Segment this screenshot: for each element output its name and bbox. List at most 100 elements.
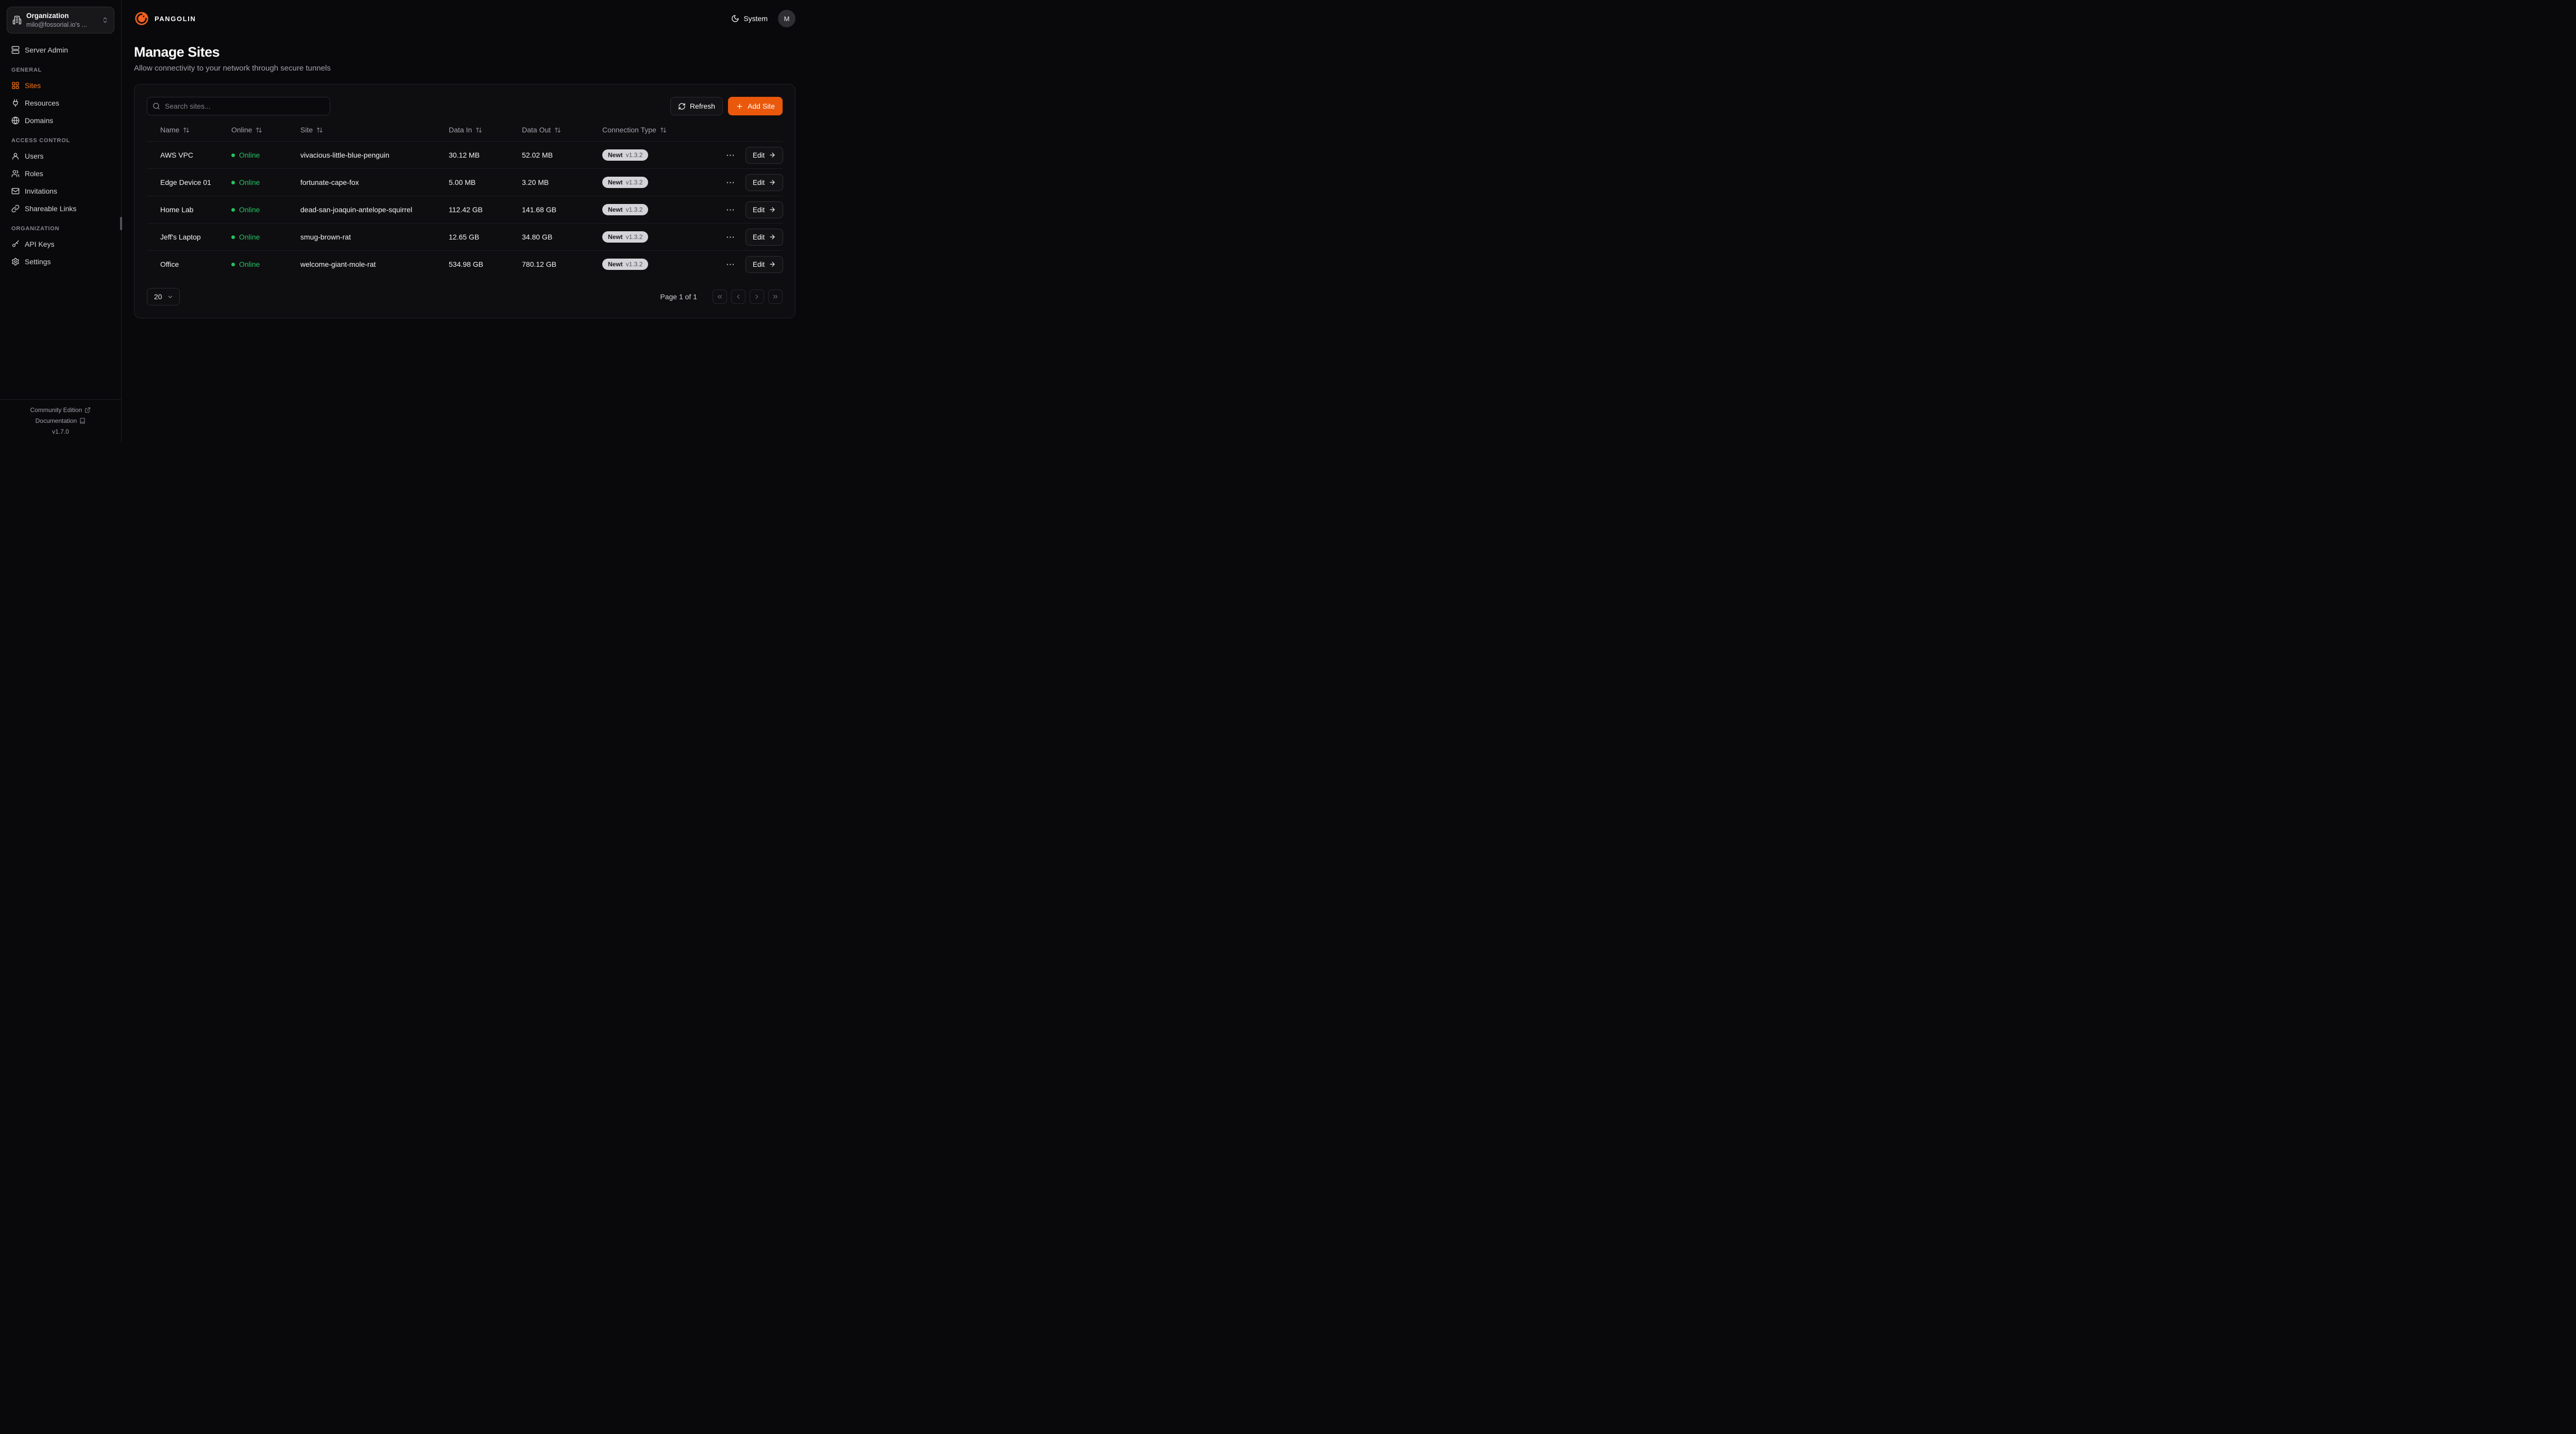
data-out-cell: 3.20 MB <box>522 178 549 186</box>
edit-button[interactable]: Edit <box>745 174 784 191</box>
site-id-cell: fortunate-cape-fox <box>300 178 359 186</box>
data-out-cell: 780.12 GB <box>522 260 556 268</box>
column-header-data-out[interactable]: Data Out <box>522 126 602 134</box>
edit-button[interactable]: Edit <box>745 201 784 218</box>
more-actions-button[interactable]: ⋯ <box>725 149 736 162</box>
sidebar-item-server-admin[interactable]: Server Admin <box>7 42 114 58</box>
sidebar-nav: Server Admin GENERAL Sites Resources Dom… <box>0 42 121 271</box>
more-actions-button[interactable]: ⋯ <box>725 258 736 271</box>
sidebar-item-invitations[interactable]: Invitations <box>7 183 114 199</box>
column-header-site[interactable]: Site <box>300 126 449 134</box>
connection-badge: Newt v1.3.2 <box>602 231 649 243</box>
topbar-right: System M <box>731 10 795 27</box>
site-id-cell: dead-san-joaquin-antelope-squirrel <box>300 206 413 214</box>
plus-icon <box>737 104 742 109</box>
community-edition-label: Community Edition <box>30 406 82 414</box>
column-header-connection-type[interactable]: Connection Type <box>602 126 725 134</box>
search-input[interactable] <box>147 97 330 115</box>
chevron-left-icon <box>737 294 740 299</box>
sidebar-resize-handle[interactable] <box>120 217 122 230</box>
more-actions-button[interactable]: ⋯ <box>725 231 736 244</box>
column-header-name[interactable]: Name <box>160 126 231 134</box>
sort-icon <box>317 127 323 132</box>
edit-button[interactable]: Edit <box>745 255 784 273</box>
documentation-link[interactable]: Documentation <box>36 417 86 424</box>
online-dot <box>231 262 235 266</box>
connection-version: v1.3.2 <box>625 179 643 186</box>
section-label-general: GENERAL <box>11 66 42 73</box>
edit-button[interactable]: Edit <box>745 228 784 246</box>
edit-label: Edit <box>753 233 765 241</box>
data-out-cell: 52.02 MB <box>522 151 553 159</box>
column-label: Data Out <box>522 126 551 134</box>
arrow-right-icon <box>770 207 775 212</box>
users-icon <box>11 170 20 177</box>
column-header-data-in[interactable]: Data In <box>449 126 522 134</box>
refresh-icon <box>679 103 685 110</box>
more-actions-button[interactable]: ⋯ <box>725 176 736 189</box>
sidebar-item-label: Shareable Links <box>25 204 77 213</box>
sidebar-item-domains[interactable]: Domains <box>7 112 114 129</box>
sidebar-item-settings[interactable]: Settings <box>7 253 114 270</box>
pager-buttons <box>713 289 783 304</box>
edit-button[interactable]: Edit <box>745 146 784 164</box>
community-edition-link[interactable]: Community Edition <box>30 406 91 414</box>
chevrons-up-down-icon <box>101 16 109 24</box>
sidebar-item-label: Users <box>25 151 44 160</box>
sidebar-item-label: Settings <box>25 257 51 266</box>
sort-icon <box>660 127 666 132</box>
online-label: Online <box>239 233 260 241</box>
page-size-select[interactable]: 20 <box>147 288 180 305</box>
column-label: Connection Type <box>602 126 656 134</box>
add-site-label: Add Site <box>748 102 775 110</box>
connection-name: Newt <box>608 233 623 241</box>
site-id-cell: welcome-giant-mole-rat <box>300 260 376 268</box>
sidebar-item-label: Resources <box>25 98 59 107</box>
sidebar-item-roles[interactable]: Roles <box>7 165 114 182</box>
first-page-button[interactable] <box>713 289 727 304</box>
sidebar-item-users[interactable]: Users <box>7 148 114 164</box>
ellipsis-icon: ⋯ <box>726 150 735 160</box>
data-out-cell: 141.68 GB <box>522 206 556 214</box>
more-actions-button[interactable]: ⋯ <box>725 203 736 216</box>
next-page-button[interactable] <box>750 289 764 304</box>
refresh-label: Refresh <box>690 102 716 110</box>
connection-name: Newt <box>608 261 623 268</box>
plug-icon <box>13 99 18 107</box>
site-online-cell: Online <box>231 260 300 268</box>
table-row: AWS VPC Online vivacious-little-blue-pen… <box>147 141 784 168</box>
theme-toggle[interactable]: System <box>731 14 768 23</box>
sidebar-item-shareable-links[interactable]: Shareable Links <box>7 200 114 217</box>
previous-page-button[interactable] <box>731 289 745 304</box>
section-label-organization: ORGANIZATION <box>11 225 60 232</box>
last-page-button[interactable] <box>768 289 783 304</box>
sidebar-item-label: Server Admin <box>25 45 69 54</box>
data-in-cell: 30.12 MB <box>449 151 480 159</box>
brand: PANGOLIN <box>134 11 196 26</box>
connection-name: Newt <box>608 206 623 213</box>
ellipsis-icon: ⋯ <box>726 204 735 215</box>
sites-grid-icon <box>12 82 19 89</box>
chevrons-right-icon <box>773 295 778 299</box>
sidebar-item-sites[interactable]: Sites <box>7 77 114 94</box>
site-name-cell: AWS VPC <box>160 151 194 159</box>
avatar[interactable]: M <box>778 10 795 27</box>
site-online-cell: Online <box>231 233 300 241</box>
sidebar-item-resources[interactable]: Resources <box>7 95 114 111</box>
add-site-button[interactable]: Add Site <box>728 97 783 115</box>
search-icon <box>153 103 160 110</box>
connection-badge: Newt v1.3.2 <box>602 204 649 215</box>
user-icon <box>12 152 19 160</box>
org-selector[interactable]: Organization milo@fossorial.io's ... <box>7 7 114 33</box>
refresh-button[interactable]: Refresh <box>670 97 723 115</box>
external-link-icon <box>85 407 91 413</box>
link-icon <box>11 204 20 213</box>
column-header-online[interactable]: Online <box>231 126 300 134</box>
connection-name: Newt <box>608 151 623 159</box>
site-online-cell: Online <box>231 151 300 159</box>
online-label: Online <box>239 178 260 186</box>
ellipsis-icon: ⋯ <box>726 232 735 242</box>
sidebar-item-api-keys[interactable]: API Keys <box>7 236 114 252</box>
connection-name: Newt <box>608 179 623 186</box>
page-title: Manage Sites <box>134 44 220 60</box>
